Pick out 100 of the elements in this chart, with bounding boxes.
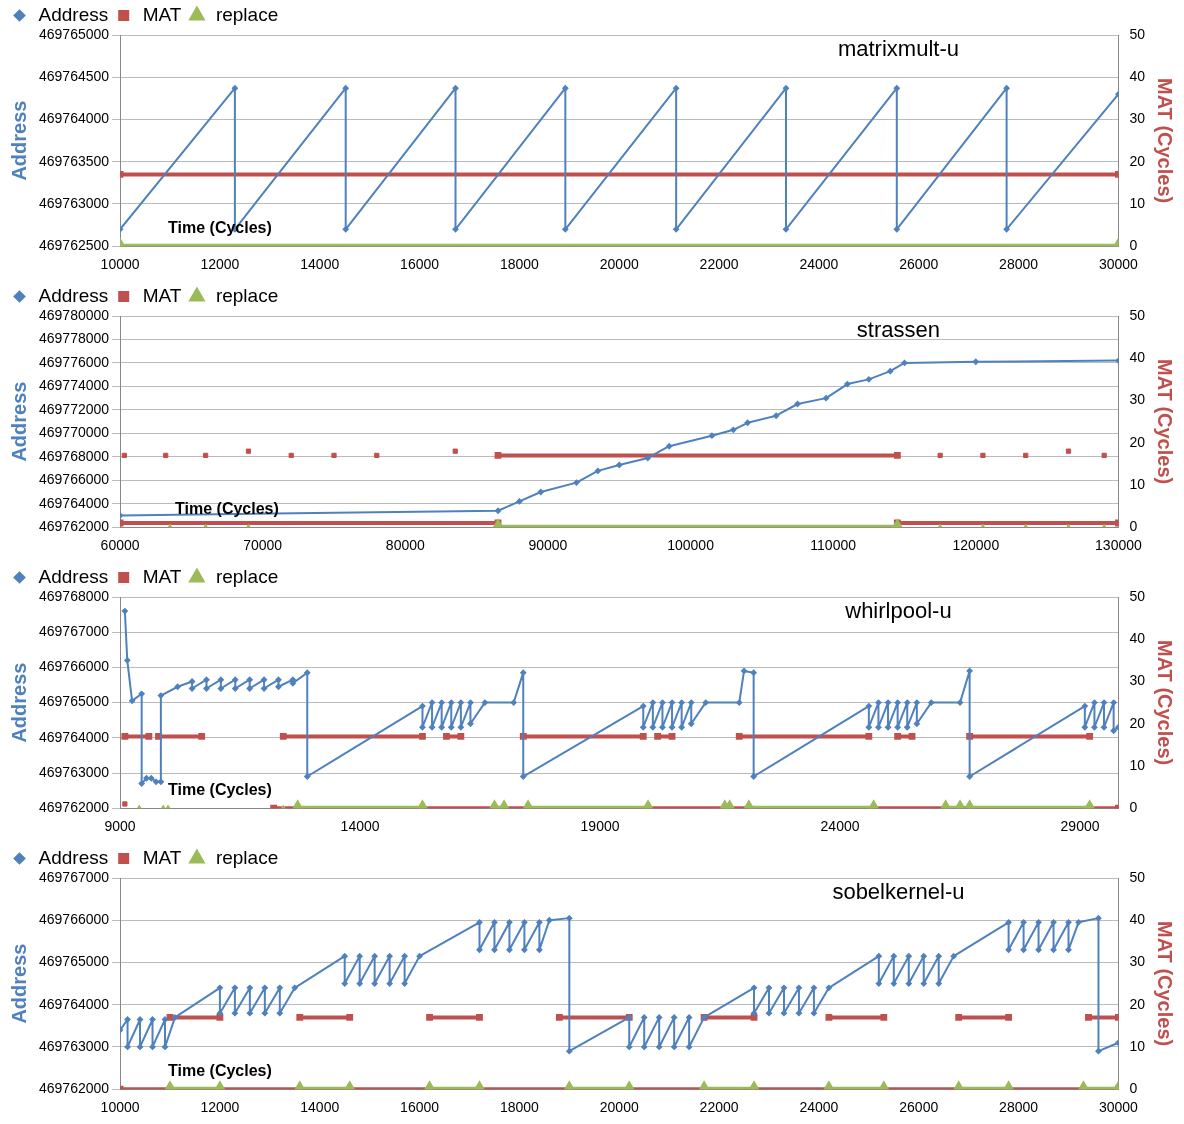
x-tick-label: 12000: [200, 1099, 240, 1116]
y2-axis-title: MAT (Cycles): [1154, 920, 1177, 1047]
x-axis-title: Time (Cycles): [175, 499, 279, 517]
y-tick-label: 469772000: [39, 400, 110, 417]
y-tick-label: 469763000: [39, 763, 110, 780]
y2-tick-label: 50: [1129, 25, 1146, 42]
y-axis-title: Address: [7, 943, 30, 1024]
y2-axis-title: MAT (Cycles): [1154, 77, 1177, 204]
x-tick-label: 9000: [104, 818, 136, 835]
legend-label: Address: [38, 284, 109, 306]
chart-title: whirlpool-u: [844, 598, 952, 624]
y-tick-label: 469774000: [39, 377, 110, 394]
x-tick-label: 28000: [999, 256, 1039, 273]
y-tick-label: 469763000: [39, 194, 110, 211]
y-tick-label: 469780000: [39, 306, 110, 323]
y-axis-title: Address: [7, 381, 30, 462]
y-tick-label: 469764000: [39, 728, 110, 745]
x-tick-label: 24000: [820, 818, 860, 835]
y-axis-title: Address: [7, 100, 30, 181]
y-tick-label: 469763500: [39, 152, 110, 169]
y2-axis-title: MAT (Cycles): [1154, 358, 1177, 485]
y-tick-label: 469764000: [39, 110, 110, 127]
legend-label: Address: [38, 565, 109, 587]
y-tick-label: 469765000: [39, 25, 110, 42]
legend-label: replace: [215, 846, 279, 868]
y2-tick-label: 0: [1129, 1080, 1138, 1097]
y-tick-label: 469778000: [39, 330, 110, 347]
y2-tick-label: 0: [1129, 237, 1138, 254]
x-tick-label: 90000: [528, 537, 568, 554]
y-tick-label: 469763000: [39, 1037, 110, 1054]
x-tick-label: 100000: [667, 537, 715, 554]
y2-tick-label: 50: [1129, 868, 1146, 885]
x-tick-label: 120000: [952, 537, 1000, 554]
legend-label: MAT: [142, 3, 182, 25]
y-axis-title: Address: [7, 662, 30, 743]
x-tick-label: 12000: [200, 256, 240, 273]
chart-title: sobelkernel-u: [832, 879, 965, 905]
legend-label: replace: [215, 565, 279, 587]
x-axis-title: Time (Cycles): [168, 1061, 272, 1079]
y2-tick-label: 30: [1129, 953, 1146, 970]
x-tick-label: 14000: [340, 818, 380, 835]
y-tick-label: 469766000: [39, 911, 110, 928]
y-tick-label: 469766000: [39, 658, 110, 675]
x-tick-label: 10000: [100, 1099, 140, 1116]
y2-tick-label: 10: [1129, 756, 1146, 773]
y-tick-label: 469770000: [39, 424, 110, 441]
y-tick-label: 469762000: [39, 518, 110, 535]
chart-title: strassen: [856, 317, 941, 343]
x-tick-label: 16000: [400, 1099, 440, 1116]
y-tick-label: 469764500: [39, 68, 110, 85]
x-tick-label: 22000: [699, 1099, 739, 1116]
y2-tick-label: 20: [1129, 995, 1146, 1012]
x-tick-label: 30000: [1098, 256, 1139, 273]
x-tick-label: 18000: [499, 256, 540, 273]
x-tick-label: 29000: [1060, 818, 1100, 835]
y2-tick-label: 30: [1129, 391, 1146, 408]
y2-tick-label: 0: [1129, 799, 1138, 816]
y-tick-label: 469764000: [39, 995, 110, 1012]
y-tick-label: 469765000: [39, 693, 110, 710]
y-tick-label: 469762000: [39, 799, 110, 816]
x-tick-label: 28000: [999, 1099, 1039, 1116]
y-tick-label: 469767000: [39, 623, 110, 640]
y-tick-label: 469768000: [39, 447, 110, 464]
x-tick-label: 14000: [300, 1099, 340, 1116]
y2-tick-label: 30: [1129, 110, 1146, 127]
x-tick-label: 20000: [599, 256, 639, 273]
x-tick-label: 80000: [385, 537, 425, 554]
y2-tick-label: 10: [1129, 475, 1146, 492]
y2-tick-label: 10: [1129, 1037, 1146, 1054]
legend-label: MAT: [142, 846, 182, 868]
chart-title: matrixmult-u: [837, 36, 959, 62]
y-tick-label: 469762000: [39, 1080, 110, 1097]
y2-tick-label: 30: [1129, 672, 1146, 689]
legend-label: MAT: [142, 565, 182, 587]
x-tick-label: 19000: [580, 818, 620, 835]
x-tick-label: 110000: [810, 537, 857, 554]
x-tick-label: 24000: [799, 256, 839, 273]
y2-tick-label: 0: [1129, 518, 1138, 535]
legend-label: Address: [38, 3, 109, 25]
y2-tick-label: 40: [1129, 349, 1146, 366]
y-tick-label: 469766000: [39, 471, 110, 488]
legend-label: replace: [215, 284, 279, 306]
x-tick-label: 60000: [100, 537, 140, 554]
y-tick-label: 469767000: [39, 868, 110, 885]
y2-tick-label: 50: [1129, 587, 1146, 604]
y2-tick-label: 50: [1129, 306, 1146, 323]
legend-label: Address: [38, 846, 109, 868]
y2-tick-label: 20: [1129, 714, 1146, 731]
x-tick-label: 26000: [899, 256, 939, 273]
x-tick-label: 22000: [699, 256, 739, 273]
y-tick-label: 469776000: [39, 353, 110, 370]
y-tick-label: 469762500: [39, 237, 110, 254]
legend-label: MAT: [142, 284, 182, 306]
y-tick-label: 469768000: [39, 587, 110, 604]
x-tick-label: 14000: [300, 256, 340, 273]
x-tick-label: 30000: [1098, 1099, 1139, 1116]
x-tick-label: 24000: [799, 1099, 839, 1116]
y2-tick-label: 20: [1129, 152, 1146, 169]
x-tick-label: 130000: [1095, 537, 1142, 554]
x-tick-label: 16000: [400, 256, 440, 273]
